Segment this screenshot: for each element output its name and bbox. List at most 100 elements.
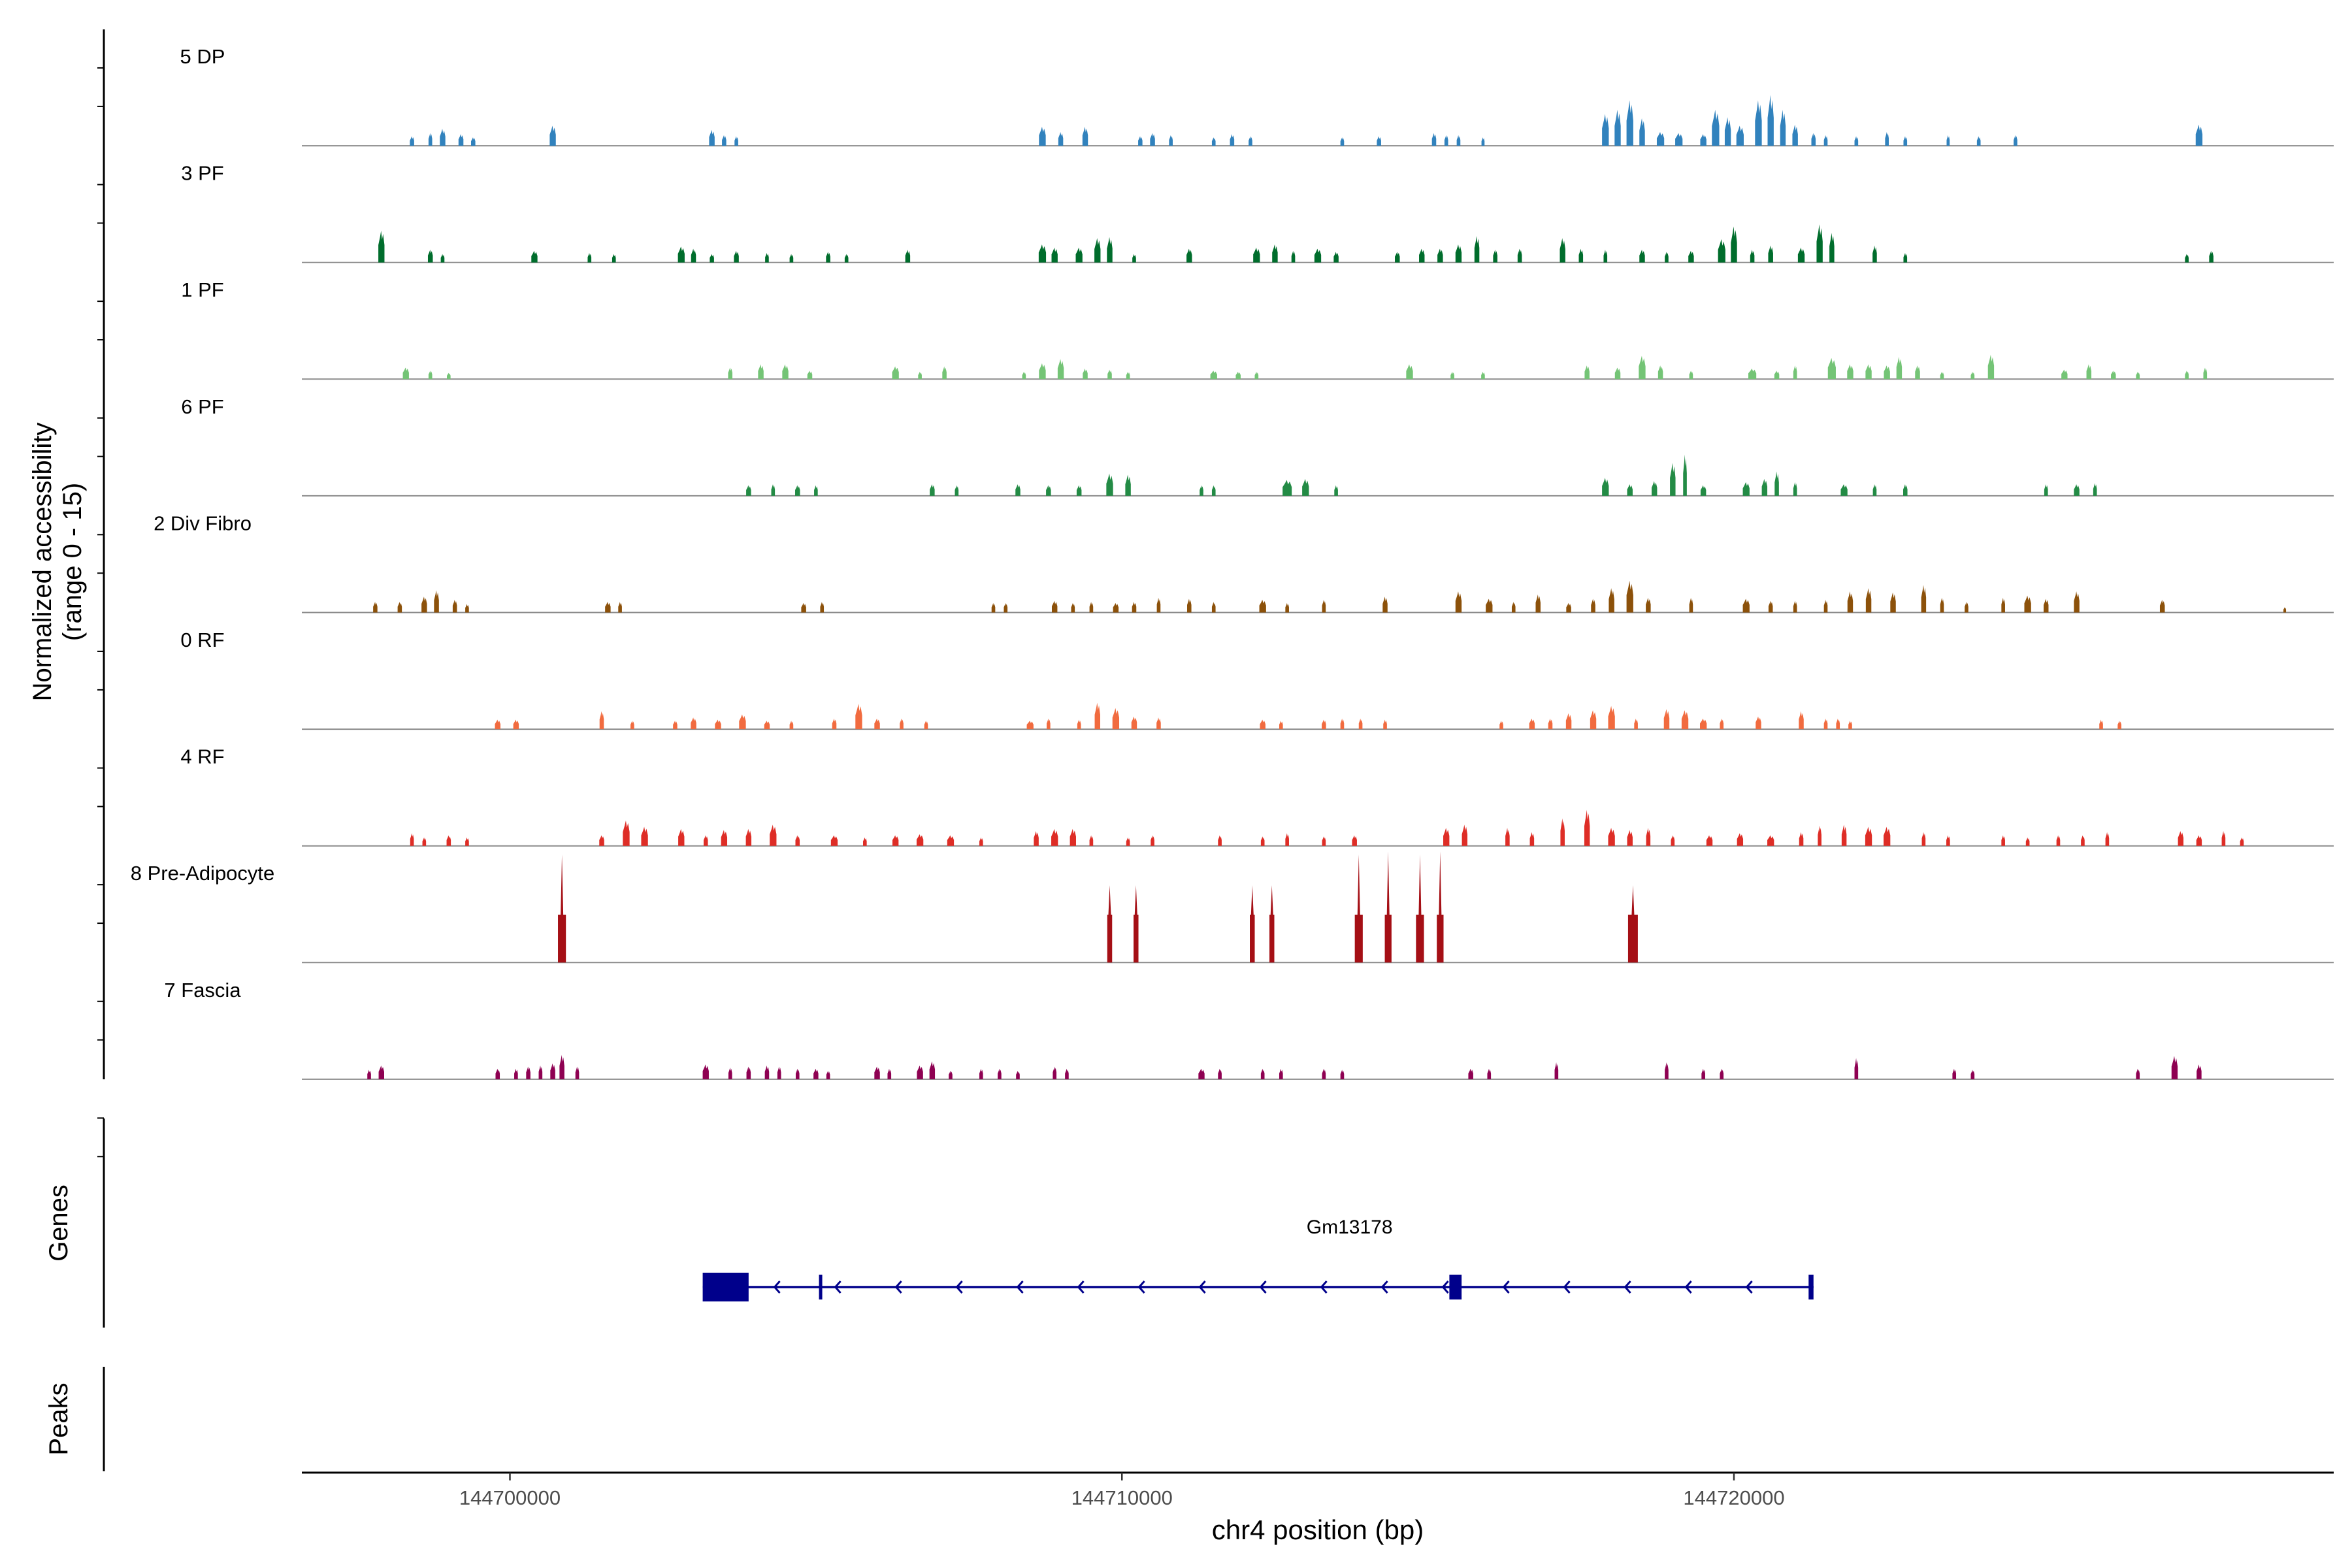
- strand-arrow: [1259, 1281, 1267, 1294]
- coverage-peak: [1046, 485, 1051, 496]
- coverage-peak: [1322, 836, 1326, 846]
- coverage-peak: [1872, 484, 1877, 496]
- coverage-peak: [2203, 367, 2208, 380]
- coverage-peak: [1535, 594, 1541, 613]
- coverage-peak: [1699, 718, 1707, 730]
- coverage-peak: [1774, 370, 1780, 380]
- coverage-peak: [709, 129, 715, 146]
- coverage-peak: [1083, 368, 1088, 380]
- coverage-peak: [514, 1068, 518, 1079]
- coverage-peak: [1940, 597, 1944, 613]
- coverage-peak: [1253, 248, 1260, 263]
- coverage-peak: [2093, 483, 2097, 496]
- coverage-peak: [1511, 602, 1516, 613]
- coverage-peak: [916, 834, 924, 846]
- coverage-peak: [905, 250, 911, 263]
- coverage-peak: [826, 252, 830, 263]
- coverage-peak: [1627, 484, 1633, 496]
- gene-exon: [819, 1275, 823, 1299]
- coverage-peak: [728, 1068, 732, 1079]
- coverage-peak: [2221, 831, 2226, 846]
- coverage-peak: [1626, 100, 1633, 146]
- coverage-peak: [874, 1066, 880, 1079]
- coverage-peak: [1847, 364, 1854, 380]
- coverage-peak: [575, 1066, 580, 1079]
- coverage-peak: [1230, 134, 1235, 146]
- coverage-peak: [1608, 706, 1615, 730]
- coverage-peak: [1602, 478, 1609, 496]
- coverage-peak: [373, 602, 378, 613]
- coverage-peak: [1132, 602, 1137, 613]
- coverage-peak: [1279, 721, 1283, 730]
- coverage-peak: [1700, 485, 1707, 496]
- coverage-peak: [1651, 481, 1658, 496]
- coverage-peak: [2099, 719, 2103, 730]
- coverage-peak: [605, 602, 611, 613]
- coverage-peak: [1455, 244, 1462, 263]
- coverage-peak: [1827, 357, 1836, 380]
- coverage-peak: [1724, 117, 1731, 146]
- coverage-peak: [702, 1064, 709, 1079]
- coverage-peak: [2001, 597, 2005, 613]
- coverage-peak: [1151, 835, 1154, 846]
- coverage-peak: [991, 602, 996, 613]
- coverage-peak: [1952, 1068, 1957, 1079]
- coverage-peak: [1198, 1068, 1205, 1079]
- strand-arrow: [1624, 1281, 1631, 1294]
- coverage-peak: [1279, 1068, 1283, 1079]
- coverage-peak: [1865, 826, 1872, 846]
- x-axis-ticks: 144700000 144710000 144720000: [459, 1473, 1785, 1509]
- coverage-peak: [1211, 602, 1216, 613]
- coverage-peak: [795, 835, 800, 846]
- coverage-peak: [1126, 371, 1130, 380]
- coverage-peak: [1854, 1058, 1859, 1079]
- coverage-peak: [1340, 137, 1345, 146]
- coverage-peak: [892, 366, 899, 380]
- strand-arrow: [1320, 1281, 1328, 1294]
- coverage-peak: [1358, 718, 1363, 730]
- coverage-peak: [1658, 365, 1663, 380]
- coverage-peak: [832, 718, 837, 730]
- track-8-pre-adipocyte: 8 Pre-Adipocyte: [131, 851, 2334, 964]
- strand-arrow: [1684, 1281, 1692, 1294]
- coverage-peak: [1671, 835, 1675, 846]
- coverage-peak: [1395, 252, 1400, 263]
- coverage-peak: [471, 137, 476, 146]
- coverage-peak: [1187, 598, 1192, 613]
- coverage-peak: [929, 1061, 936, 1079]
- coverage-peak: [1291, 250, 1296, 263]
- coverage-peak: [1799, 711, 1804, 730]
- track-4-rf: 4 RF: [180, 745, 2334, 847]
- coverage-peak: [1156, 597, 1161, 613]
- coverage-peak: [1468, 1068, 1473, 1079]
- coverage-peak: [1377, 136, 1381, 146]
- coverage-peak: [495, 1068, 500, 1079]
- coverage-peak: [1706, 835, 1713, 846]
- track-7-fascia: 7 Fascia: [164, 979, 2334, 1080]
- coverage-peak: [1322, 1068, 1326, 1079]
- coverage-peak: [771, 484, 776, 496]
- coverage-peak: [887, 1068, 892, 1079]
- coverage-peak: [2283, 607, 2287, 613]
- coverage-peak: [1976, 136, 1981, 146]
- coverage-peak: [1384, 851, 1392, 963]
- coverage-peak: [765, 253, 769, 263]
- coverage-peak: [1646, 597, 1651, 613]
- coverage-peak: [691, 717, 696, 730]
- coverage-peak: [1591, 598, 1595, 613]
- coverage-peak: [538, 1065, 543, 1079]
- strand-arrow: [955, 1281, 963, 1294]
- coverage-peak: [917, 1065, 923, 1079]
- coverage-peak: [550, 1063, 555, 1079]
- strand-arrow: [1502, 1281, 1510, 1294]
- coverage-peak: [1626, 580, 1633, 613]
- coverage-peak: [434, 590, 439, 613]
- strand-arrow: [773, 1281, 781, 1294]
- coverage-peak: [1218, 1068, 1222, 1079]
- track-0-rf: 0 RF: [180, 629, 2334, 730]
- coverage-peak: [1259, 600, 1266, 613]
- track-label: 4 RF: [180, 745, 224, 768]
- gene-track: Gm13178: [702, 1217, 1814, 1301]
- tracks-y-axis-ticks: [97, 67, 104, 1158]
- coverage-peak: [1156, 717, 1161, 730]
